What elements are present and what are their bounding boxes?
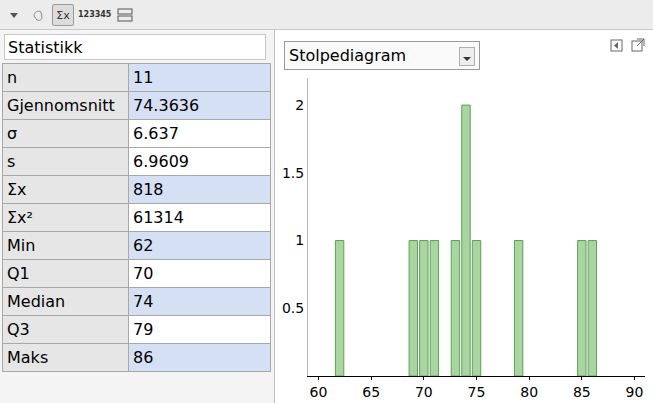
html-text:6.637: 6.637 [133, 124, 179, 143]
html-text:11: 11 [133, 68, 154, 87]
html-text:79: 79 [133, 320, 154, 339]
html-text:Stolpediagram: Stolpediagram [289, 46, 407, 65]
html-text:Maks: Maks [7, 348, 49, 367]
html-text:6.9609: 6.9609 [133, 152, 189, 171]
html-text:n: n [7, 68, 18, 87]
svg-text:0.5: 0.5 [282, 300, 304, 316]
html-text:62: 62 [133, 236, 154, 255]
html-text:Σx: Σx [7, 180, 27, 199]
html-text:Min: Min [7, 236, 36, 255]
html-text:Σx: Σx [56, 8, 70, 22]
svg-text:90: 90 [626, 384, 644, 400]
html-text:Median: Median [7, 292, 66, 311]
html-text:70: 70 [133, 264, 154, 283]
html-text:818: 818 [133, 180, 164, 199]
html-text:s: s [7, 152, 16, 171]
svg-text:75: 75 [468, 384, 486, 400]
html-text:123 345: 123 345 [78, 10, 112, 19]
html-text:Statistikk: Statistikk [8, 38, 83, 57]
html-text:Q1: Q1 [7, 264, 30, 283]
html-text:74.3636: 74.3636 [133, 96, 200, 115]
html-text:σ: σ [7, 124, 18, 143]
svg-text:60: 60 [310, 384, 328, 400]
html-text:74: 74 [133, 292, 154, 311]
svg-text:70: 70 [415, 384, 433, 400]
html-text:61314: 61314 [133, 208, 184, 227]
svg-text:2: 2 [295, 97, 304, 113]
html-text:Gjennomsnitt: Gjennomsnitt [7, 96, 115, 115]
svg-text:65: 65 [362, 384, 380, 400]
svg-text:85: 85 [573, 384, 591, 400]
svg-text:80: 80 [520, 384, 538, 400]
svg-text:1: 1 [295, 232, 304, 248]
html-text:Σx²: Σx² [7, 208, 33, 227]
html-text:Q3: Q3 [7, 320, 30, 339]
html-text:86: 86 [133, 348, 154, 367]
svg-text:1.5: 1.5 [282, 165, 304, 181]
